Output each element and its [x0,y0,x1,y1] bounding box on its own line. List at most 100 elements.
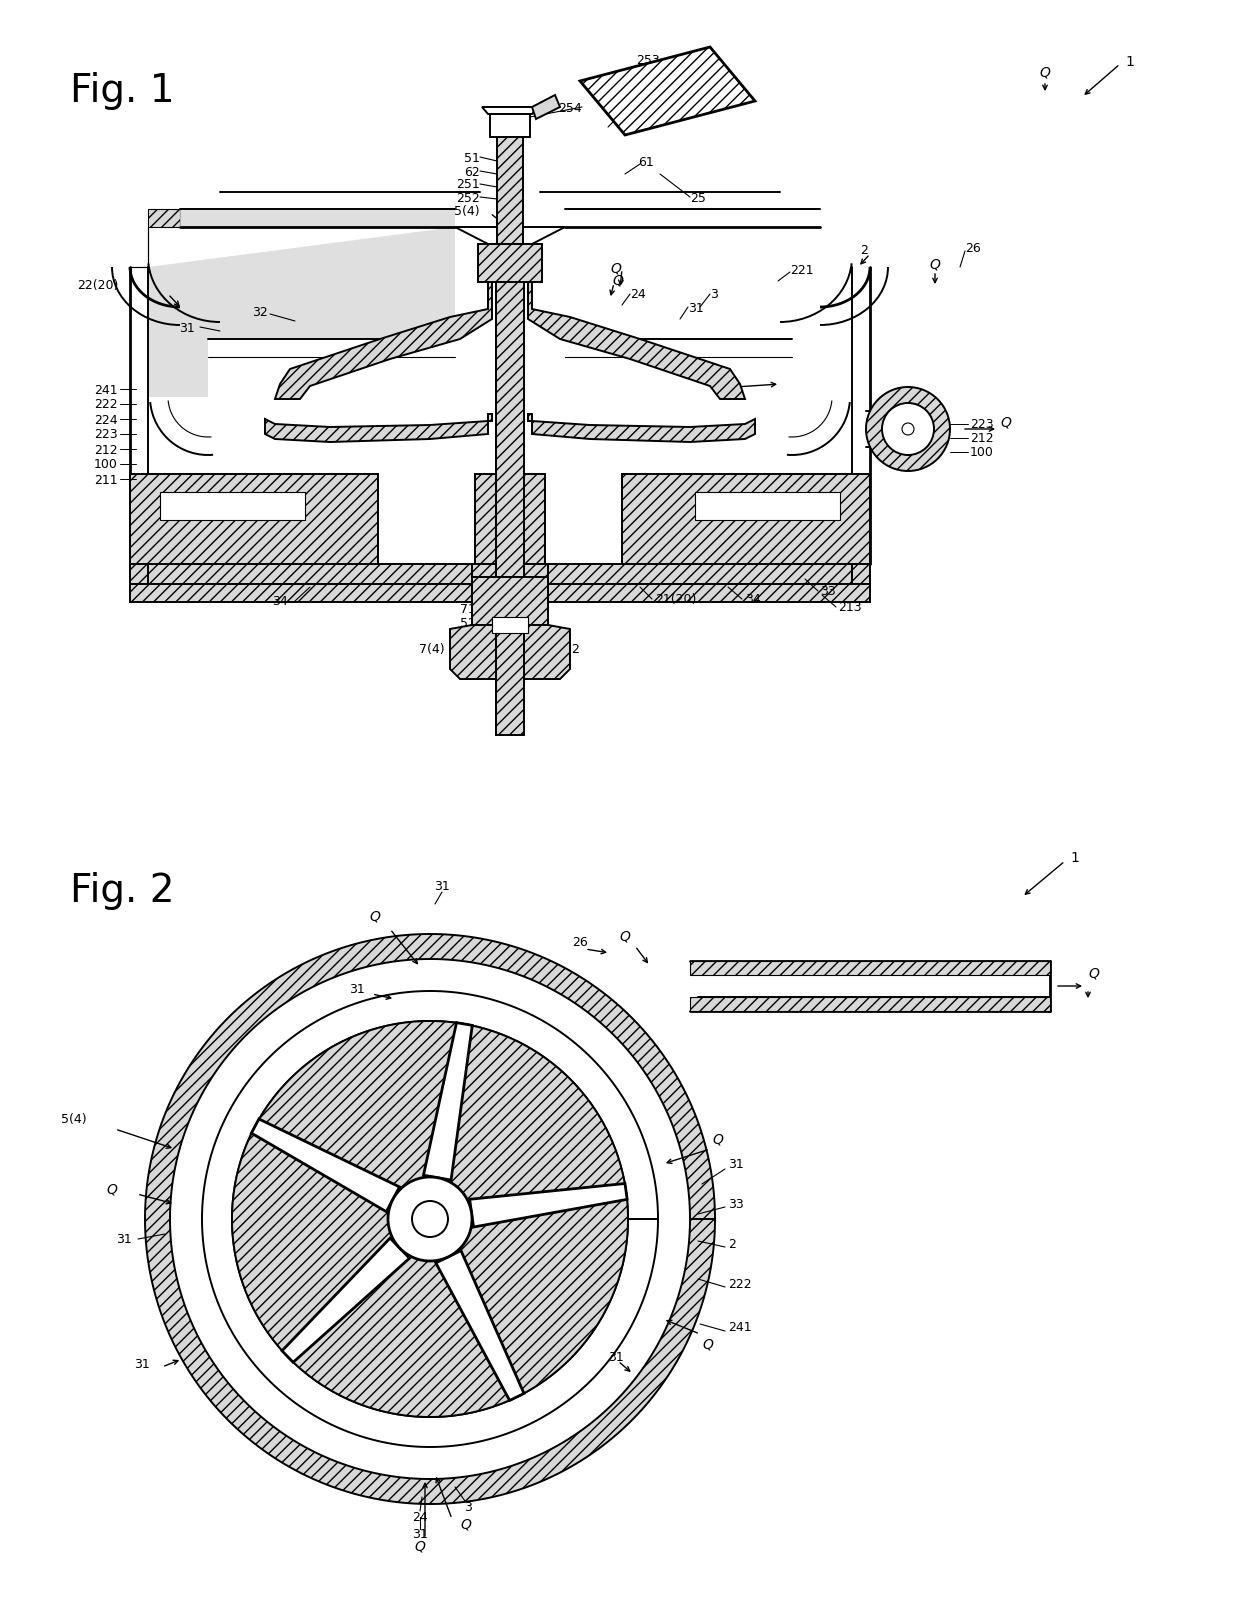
Polygon shape [482,108,538,116]
Text: Q: Q [1087,966,1099,980]
Text: 253: 253 [636,53,660,66]
Text: 225: 225 [496,643,520,656]
Text: 52: 52 [460,617,476,630]
Bar [130,564,870,587]
Text: 34: 34 [272,595,288,607]
Polygon shape [148,211,455,399]
Text: 31: 31 [688,302,704,315]
Circle shape [901,424,914,435]
Bar [492,622,528,632]
Bar [689,998,1050,1011]
Polygon shape [470,1184,627,1228]
Polygon shape [130,211,180,268]
Text: 21(20): 21(20) [655,593,697,606]
Text: 2: 2 [861,243,868,257]
Circle shape [412,1202,448,1237]
Text: 5(4): 5(4) [61,1112,87,1127]
Text: Fig. 2: Fig. 2 [69,871,175,910]
Text: 71: 71 [460,603,476,615]
Text: Q: Q [370,910,381,924]
Text: 6(4): 6(4) [624,101,650,114]
Circle shape [866,387,950,472]
Bar [852,564,870,585]
Text: Q: Q [414,1540,425,1552]
Text: 254: 254 [558,101,582,114]
Text: Q: Q [702,1337,713,1351]
Text: 251: 251 [456,178,480,191]
Text: 31: 31 [434,881,450,893]
Text: 212: 212 [970,432,993,445]
Polygon shape [528,280,745,400]
Text: 31: 31 [728,1157,744,1172]
Text: 31: 31 [117,1233,131,1245]
Polygon shape [450,564,570,680]
Text: 25: 25 [689,191,706,204]
Text: 100: 100 [970,447,994,460]
Text: 223: 223 [94,427,118,442]
Text: 33: 33 [820,585,836,598]
Text: Q: Q [620,929,630,943]
Text: Q: Q [613,273,622,286]
Text: 241: 241 [94,382,118,397]
Text: 24: 24 [412,1511,428,1523]
Circle shape [388,1178,472,1261]
Text: Fig. 1: Fig. 1 [69,72,175,109]
Bar [130,564,148,585]
Polygon shape [265,415,492,442]
Text: Q: Q [1039,64,1050,79]
Text: 223: 223 [970,418,993,431]
Text: Q: Q [930,257,940,272]
Bar [689,961,1050,975]
Text: 1: 1 [1125,55,1133,69]
Text: 2: 2 [728,1237,735,1250]
Bar [130,474,378,564]
Text: 31: 31 [134,1358,150,1371]
Text: 26: 26 [965,241,981,254]
Text: 24: 24 [630,288,646,302]
Polygon shape [252,1120,399,1212]
Text: 31: 31 [412,1528,428,1541]
Text: 32: 32 [252,305,268,318]
Polygon shape [435,1250,525,1401]
Text: 31: 31 [608,1350,624,1364]
Text: 3: 3 [464,1501,472,1514]
Polygon shape [281,1239,409,1363]
Text: 26: 26 [572,935,588,948]
Polygon shape [528,415,755,442]
Bar [475,474,546,564]
Text: 31: 31 [180,321,195,334]
Bar [622,474,870,564]
Text: 31: 31 [350,983,365,996]
Text: 51: 51 [464,151,480,164]
Text: 22(20): 22(20) [77,278,118,291]
Polygon shape [202,992,658,1446]
Bar [492,617,528,633]
Text: 34: 34 [745,593,761,606]
Bar [472,577,548,625]
Text: 7(4): 7(4) [419,643,445,656]
Bar [497,116,523,280]
Text: 212: 212 [94,444,118,456]
Polygon shape [275,280,492,400]
Text: Q: Q [610,260,621,275]
Text: 222: 222 [94,399,118,411]
Bar [496,283,525,577]
Text: 5(4): 5(4) [454,206,480,219]
Bar [490,108,529,138]
Text: 213: 213 [838,601,862,614]
Text: Q: Q [460,1517,471,1531]
Text: Q: Q [107,1183,117,1196]
Text: 62: 62 [464,166,480,178]
Text: 3: 3 [711,288,718,302]
Text: 224: 224 [94,413,118,426]
Polygon shape [580,48,755,137]
Polygon shape [145,934,715,1504]
Bar [130,585,870,603]
Text: 252: 252 [456,191,480,204]
Circle shape [232,1022,627,1417]
Text: 1: 1 [1070,850,1079,865]
Text: 211: 211 [94,472,118,487]
Polygon shape [532,96,560,121]
Text: 33: 33 [728,1197,744,1210]
Bar [694,493,839,521]
